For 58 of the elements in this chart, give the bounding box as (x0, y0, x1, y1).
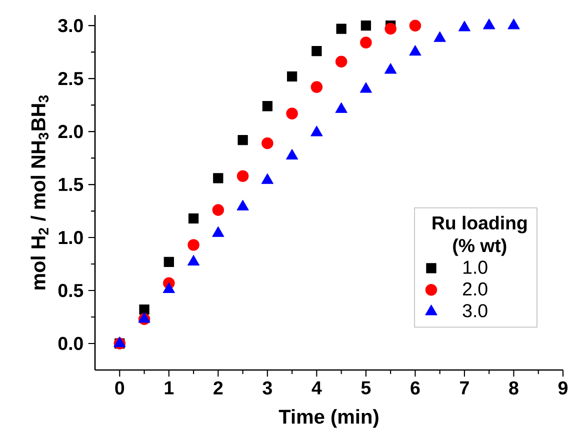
point (409, 20, 422, 32)
point (286, 148, 298, 160)
point (213, 173, 224, 184)
point (188, 213, 199, 224)
point (164, 256, 174, 267)
point (384, 22, 396, 35)
point (335, 56, 348, 68)
legend-label: 2.0 (463, 282, 488, 296)
point (162, 282, 175, 294)
x-axis-title: Time (min) (278, 409, 378, 428)
point (262, 101, 272, 112)
x-tick-label: 6 (410, 381, 420, 395)
y-tick-label: 3.0 (58, 18, 83, 32)
point (286, 71, 298, 82)
point (434, 31, 446, 42)
y-tick-label: 0.0 (58, 336, 83, 350)
x-tick-label: 3 (262, 381, 272, 395)
point (508, 18, 520, 30)
point (262, 137, 274, 150)
y-tick-label: 0.5 (58, 284, 84, 298)
x-tick-label: 5 (361, 381, 371, 394)
x-tick-label: 7 (460, 381, 469, 394)
point (238, 134, 248, 146)
x-tick-label: 9 (558, 381, 568, 395)
y-tick-label: 1.5 (58, 178, 84, 192)
y-tick-label: 2.5 (58, 72, 84, 86)
y-axis-title: mol H$_{2}$ / mol NH$_{3}$BH$_{3}$ (30, 95, 49, 290)
point (212, 204, 224, 216)
point (310, 126, 323, 136)
point (139, 304, 150, 315)
x-tick-label: 4 (312, 381, 322, 394)
point (212, 226, 224, 237)
legend-title: Ru loading (% wt) (432, 216, 527, 256)
point (360, 82, 372, 93)
point (336, 24, 346, 34)
x-tick-label: 0 (115, 381, 124, 395)
point (236, 200, 249, 210)
point (409, 45, 422, 56)
point (335, 102, 348, 113)
point (483, 18, 496, 30)
point (312, 46, 322, 56)
point (236, 170, 249, 182)
x-tick-label: 2 (214, 381, 223, 394)
legend-label: 1.0 (464, 260, 488, 274)
point (310, 81, 323, 93)
point (286, 108, 298, 120)
point (188, 239, 200, 251)
point (360, 20, 372, 31)
y-tick-label: 1.0 (58, 230, 83, 244)
y-tick-label: 2.0 (58, 124, 83, 138)
point (360, 36, 372, 48)
legend-label: 3.0 (462, 304, 488, 318)
point (458, 20, 471, 32)
point (187, 254, 200, 266)
point (384, 63, 397, 74)
point (261, 173, 274, 184)
x-tick-label: 1 (164, 381, 174, 394)
x-tick-label: 8 (509, 381, 518, 395)
